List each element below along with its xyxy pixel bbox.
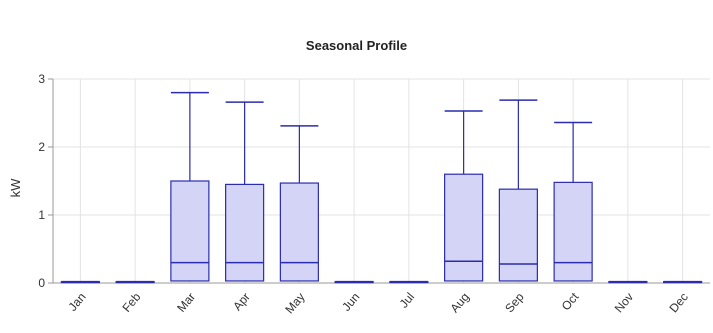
x-tick-label: Mar: [174, 290, 198, 315]
x-tick-label: Jan: [66, 290, 89, 314]
box-may: [279, 125, 319, 282]
box-feb: [115, 280, 155, 284]
box-oct: [553, 121, 593, 282]
box-aug: [444, 110, 484, 282]
x-tick-label: Sep: [502, 290, 527, 316]
chart-title: Seasonal Profile: [305, 38, 408, 53]
box-jun: [334, 280, 374, 284]
x-tick-label: Nov: [612, 290, 636, 315]
x-tick-label: Jun: [339, 290, 362, 314]
x-tick-label: May: [282, 290, 307, 316]
x-tick-label: Aug: [447, 290, 471, 315]
y-tick-label: 2: [38, 140, 45, 154]
box-body: [225, 183, 265, 282]
box-body: [170, 180, 210, 282]
x-tick-label: Apr: [230, 290, 253, 313]
box-nov: [608, 280, 648, 284]
box-jul: [389, 280, 429, 284]
x-tick-label: Feb: [119, 290, 143, 315]
box-body: [553, 181, 593, 282]
x-tick-label: Oct: [559, 289, 582, 313]
box-sep: [498, 99, 538, 282]
box-body: [444, 173, 484, 282]
box-dec: [663, 280, 703, 284]
x-tick-label: Jul: [397, 290, 418, 311]
y-tick-label: 0: [38, 276, 45, 290]
box-apr: [225, 101, 265, 282]
box-jan: [60, 280, 100, 284]
x-tick-label: Dec: [666, 290, 690, 315]
box-body: [279, 182, 319, 282]
box-mar: [170, 91, 210, 282]
y-axis-label: kW: [8, 178, 23, 198]
box-body: [498, 188, 538, 282]
y-tick-label: 3: [38, 72, 45, 86]
y-tick-label: 1: [38, 208, 45, 222]
